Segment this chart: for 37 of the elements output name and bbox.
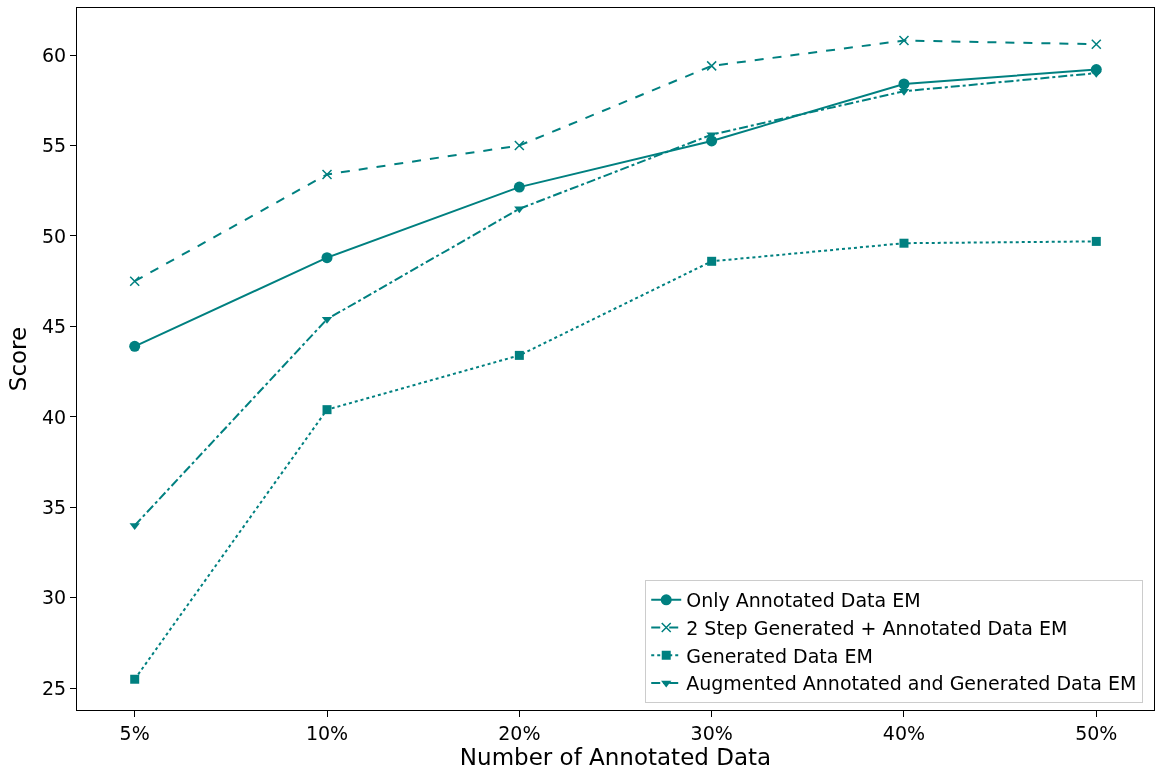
point (1091, 38, 1102, 50)
y-tick-label: 30 (42, 586, 67, 609)
legend-label: Augmented Annotated and Generated Data EM (686, 672, 1137, 695)
y-tick-label: 25 (42, 676, 67, 699)
legend-label: 2 Step Generated + Annotated Data EM (686, 616, 1068, 639)
y-axis-title: Score (5, 326, 32, 392)
y-tick-label: 50 (42, 224, 67, 247)
y-tick-label: 60 (42, 43, 67, 66)
x-tick-label: 40% (882, 721, 926, 744)
point (707, 256, 717, 266)
legend-label: Only Annotated Data EM (686, 589, 921, 612)
y-tick-label: 40 (42, 405, 67, 428)
x-tick-label: 20% (498, 721, 541, 744)
x-tick-label: 30% (690, 721, 733, 744)
point (899, 238, 909, 248)
point (129, 275, 140, 287)
point (322, 405, 332, 415)
point (130, 674, 140, 684)
y-tick-label: 45 (42, 315, 67, 338)
legend-label: Generated Data EM (686, 644, 873, 667)
x-axis-title: Number of Annotated Data (459, 744, 772, 771)
point (129, 340, 141, 352)
point (1091, 70, 1102, 78)
point (706, 60, 717, 72)
point (321, 169, 333, 180)
point (1091, 236, 1101, 246)
point (513, 181, 525, 193)
point (898, 78, 910, 90)
point (321, 252, 333, 264)
point (514, 140, 525, 151)
point (514, 350, 524, 360)
x-tick-label: 10% (305, 721, 349, 744)
y-tick-label: 55 (42, 134, 67, 157)
x-tick-label: 5% (119, 721, 150, 744)
x-tick-label: 50% (1075, 721, 1118, 744)
y-tick-label: 35 (42, 496, 67, 519)
point (898, 35, 910, 46)
